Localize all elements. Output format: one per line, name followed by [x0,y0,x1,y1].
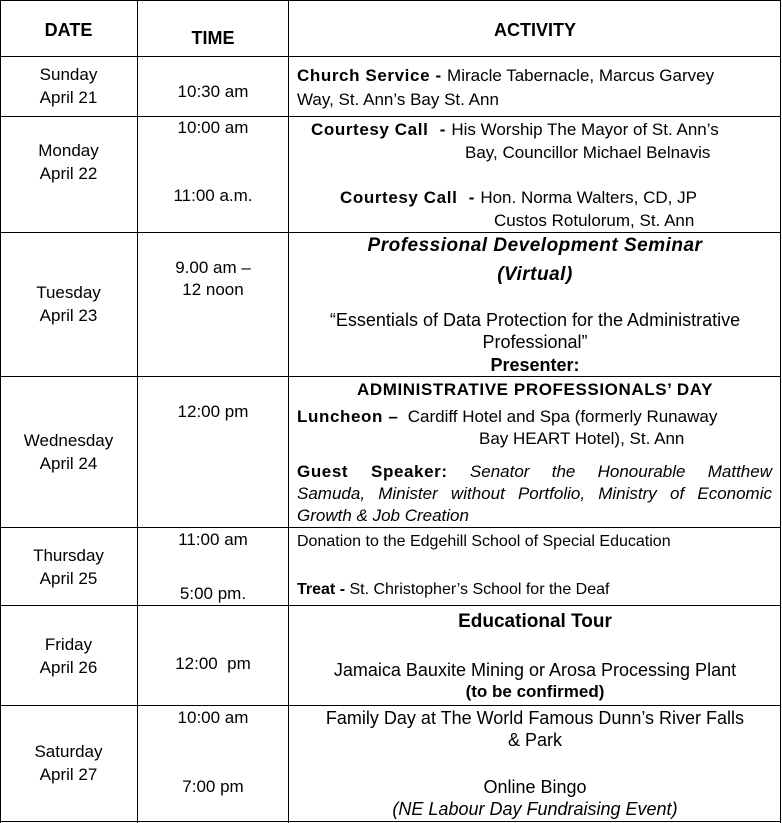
guest-speaker: Senator the Honourable Matthew [469,462,772,481]
date: April 26 [39,658,98,677]
time: 7:00 pm [182,777,244,796]
divider [0,0,1,823]
divider [0,116,781,117]
time: 11:00 a.m. [173,186,253,205]
activity-label: Treat - [297,581,350,598]
seminar-topic: Professional” [482,332,588,352]
activity-line: (NE Labour Day Fundraising Event) [392,799,678,819]
activity-text: His Worship The Mayor of St. Ann’s [451,120,719,139]
seminar-title: (Virtual) [497,264,573,285]
activity-line: Church Service - Miracle Tabernacle, Mar… [297,65,714,87]
activity-line: & Park [507,730,563,750]
divider [0,232,781,233]
divider [0,56,781,57]
date: April 22 [39,164,98,183]
day: Saturday [34,742,103,761]
day: Monday [38,141,99,160]
divider [0,705,781,706]
activity-line: Bay HEART Hotel), St. Ann [479,429,685,448]
divider [780,0,781,823]
date: April 25 [39,569,98,588]
seminar-topic: “Essentials of Data Protection for the A… [329,310,741,330]
activity-line: Growth & Job Creation [297,506,469,525]
time: 10:30 am [177,82,249,101]
date: April 23 [39,306,98,325]
activity-line: Bay, Councillor Michael Belnavis [465,143,711,162]
divider [0,605,781,606]
day: Sunday [39,65,98,84]
activity-line: Way, St. Ann’s Bay St. Ann [297,90,499,109]
header-date: DATE [44,20,93,40]
time: 5:00 pm. [179,584,247,603]
divider [0,527,781,528]
activity-label: Guest Speaker: [297,462,448,481]
activity-line: Donation to the Edgehill School of Speci… [297,533,671,550]
dash: - [463,188,481,207]
seminar-title: Professional Development Seminar [367,235,703,256]
day: Tuesday [36,283,101,302]
divider [0,821,781,822]
activity-line: Family Day at The World Famous Dunn’s Ri… [325,708,745,728]
event-heading: ADMINISTRATIVE PROFESSIONALS’ DAY [356,380,714,399]
activity-text: Cardiff Hotel and Spa (formerly Runaway [407,407,718,426]
activity-line: (to be confirmed) [465,682,605,701]
header-time: TIME [191,28,235,48]
activity-line: Online Bingo [483,777,587,797]
date: April 24 [39,454,98,473]
date: April 21 [39,88,98,107]
activity-text: Miracle Tabernacle, Marcus Garvey [447,66,715,85]
time: 11:00 am [178,530,248,549]
activity-label: Church Service - [297,66,448,85]
day: Wednesday [23,431,114,450]
time: 10:00 am [177,118,249,137]
tour-title: Educational Tour [458,611,612,632]
time: 9.00 am – [175,258,251,277]
activity-label: Courtesy Call [311,120,429,139]
time: 12 noon [182,280,244,299]
activity-label: Courtesy Call [340,188,458,207]
activity-text: St. Christopher’s School for the Deaf [349,581,610,598]
divider [0,376,781,377]
activity-line: Guest Speaker: Senator the Honourable Ma… [297,461,772,483]
time: 10:00 am [177,708,249,727]
divider [288,0,289,823]
date: April 27 [39,765,98,784]
activity-line: Custos Rotulorum, St. Ann [494,211,695,230]
time: 12:00 pm [175,654,251,673]
divider [137,0,138,823]
header-activity: ACTIVITY [493,20,576,40]
activity-line: Courtesy Call - Hon. Norma Walters, CD, … [340,187,697,209]
activity-label: Luncheon – [297,407,404,426]
activity-line: Luncheon – Cardiff Hotel and Spa (former… [297,406,717,428]
activity-line: Jamaica Bauxite Mining or Arosa Processi… [333,660,737,680]
day: Thursday [33,546,104,565]
day: Friday [44,635,93,654]
activity-line: Courtesy Call - His Worship The Mayor of… [311,119,719,141]
activity-text: Hon. Norma Walters, CD, JP [480,188,697,207]
time: 12:00 pm [177,402,249,421]
activity-line: Treat - St. Christopher’s School for the… [297,579,609,601]
dash: - [434,120,452,139]
divider [0,0,781,1]
activity-line: Samuda, Minister without Portfolio, Mini… [297,484,772,503]
presenter-label: Presenter: [490,355,580,375]
